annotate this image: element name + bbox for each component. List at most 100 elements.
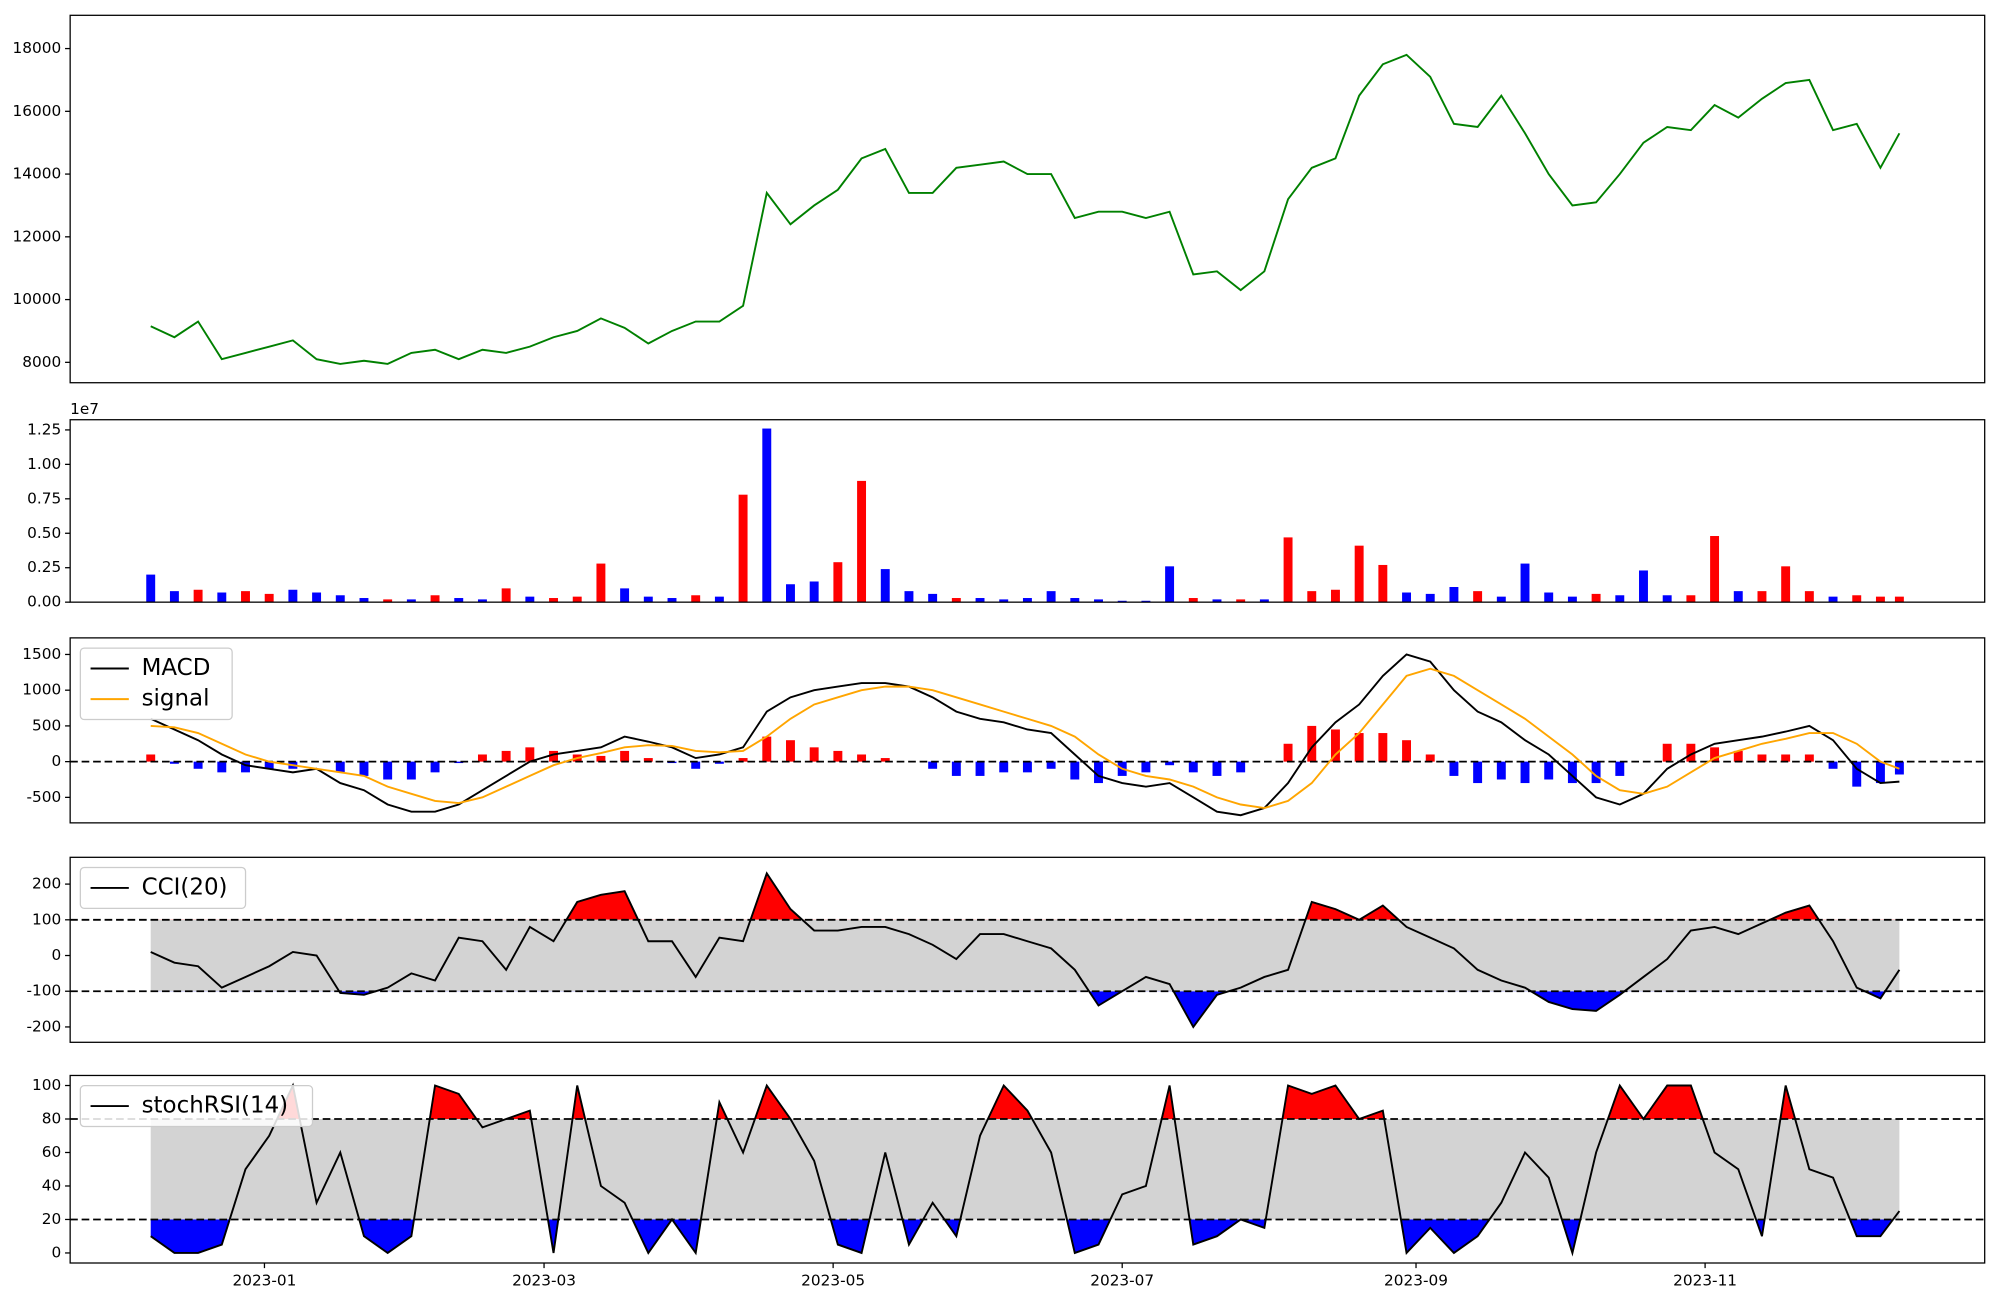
- histogram-bar: [1828, 761, 1838, 769]
- y-tick-label: 1500: [22, 645, 61, 663]
- histogram-bar: [1710, 747, 1720, 762]
- volume-bar: [1307, 591, 1317, 603]
- histogram-bar: [762, 736, 772, 762]
- neutral-band: [150, 919, 1900, 992]
- volume-bar: [1544, 592, 1554, 603]
- volume-bar: [975, 598, 985, 603]
- histogram-bar: [880, 758, 890, 762]
- y-tick-label: 1000: [22, 681, 61, 699]
- volume-bar: [1639, 570, 1648, 603]
- volume-bar: [146, 574, 156, 603]
- histogram-bar: [1354, 733, 1364, 762]
- y-tick-label: 0.25: [27, 558, 61, 576]
- volume-bar: [1402, 592, 1412, 603]
- histogram-bar: [1283, 743, 1293, 762]
- y-tick-label: 12000: [13, 227, 62, 245]
- y-tick-label: 0: [51, 752, 61, 770]
- histogram-bar: [1425, 754, 1435, 762]
- y-tick-label: 1.25: [27, 420, 61, 438]
- histogram-bar: [169, 761, 179, 764]
- volume-bar: [1259, 599, 1269, 603]
- volume-bar: [288, 589, 298, 603]
- offset-label: 1e7: [70, 400, 99, 418]
- series-line: [150, 653, 1900, 817]
- x-tick-label: 2023-07: [1090, 1271, 1154, 1289]
- y-tick-label: 0: [51, 1243, 61, 1261]
- histogram-bar: [1070, 761, 1080, 780]
- volume-bar: [1188, 598, 1198, 603]
- histogram-bar: [1473, 761, 1483, 784]
- histogram-bar: [454, 761, 464, 764]
- histogram-bar: [1236, 761, 1246, 773]
- histogram-bar: [1165, 761, 1175, 766]
- volume-bar: [951, 598, 961, 603]
- volume-bar: [1852, 595, 1862, 603]
- axes-frame: [69, 14, 1986, 384]
- volume-bar: [335, 595, 345, 603]
- histogram-bar: [928, 761, 938, 769]
- volume-bar: [738, 494, 748, 603]
- volume-bar: [1828, 596, 1838, 603]
- y-tick-label: 60: [42, 1143, 61, 1161]
- y-tick-label: 1.00: [27, 455, 61, 473]
- histogram-bar: [1875, 761, 1885, 784]
- volume-bar: [169, 591, 179, 603]
- histogram-bar: [1662, 743, 1672, 762]
- y-tick-label: 8000: [22, 353, 61, 371]
- volume-bar: [857, 480, 867, 603]
- volume-bar: [454, 598, 464, 603]
- histogram-bar: [738, 758, 748, 762]
- histogram-bar: [1022, 761, 1032, 773]
- volume-bar: [217, 592, 227, 603]
- y-tick-label: 200: [32, 875, 61, 893]
- y-tick-label: 0: [51, 946, 61, 964]
- volume-bar: [1567, 596, 1577, 603]
- histogram-bar: [406, 761, 416, 780]
- volume-bar: [1804, 591, 1814, 603]
- histogram-bar: [241, 761, 250, 773]
- histogram-bar: [857, 754, 867, 762]
- volume-bar: [1212, 599, 1222, 603]
- legend-label: CCI(20): [142, 874, 228, 900]
- histogram-bar: [1046, 761, 1056, 769]
- y-tick-label: 0.75: [27, 489, 61, 507]
- histogram-bar: [1307, 725, 1317, 762]
- volume-bar: [667, 598, 677, 603]
- y-tick-label: 16000: [13, 102, 62, 120]
- histogram-bar: [1449, 761, 1459, 776]
- volume-bar: [880, 569, 890, 603]
- x-tick-label: 2023-05: [801, 1271, 865, 1289]
- volume-bar: [1662, 595, 1672, 603]
- histogram-bar: [1852, 761, 1862, 787]
- volume-bar: [1117, 600, 1127, 603]
- histogram-bar: [359, 761, 369, 776]
- histogram-bar: [951, 761, 961, 776]
- legend-box: [79, 1085, 314, 1128]
- volume-bar: [999, 599, 1009, 603]
- volume-bar: [1022, 598, 1032, 603]
- axes-frame: [69, 1074, 1986, 1264]
- histogram-bar: [430, 761, 440, 773]
- histogram-bar: [193, 761, 203, 769]
- volume-bar: [1781, 566, 1791, 603]
- volume-bar: [643, 596, 653, 603]
- histogram-bar: [1757, 754, 1767, 762]
- volume-bar: [1473, 591, 1483, 603]
- volume-bar: [193, 589, 203, 603]
- volume-bar: [359, 598, 369, 603]
- volume-bar: [1236, 599, 1246, 603]
- volume-bar: [1686, 595, 1696, 603]
- volume-bar: [1449, 587, 1459, 603]
- legend-box: [79, 647, 233, 721]
- volume-bar: [1875, 596, 1885, 603]
- volume-bar: [1894, 596, 1904, 603]
- histogram-bar: [1094, 761, 1103, 784]
- volume-bar: [1496, 596, 1506, 603]
- histogram-bar: [833, 750, 843, 762]
- axes-frame: [69, 856, 1986, 1043]
- histogram-bar: [1378, 733, 1388, 762]
- volume-bar: [1354, 545, 1364, 603]
- volume-bar: [477, 599, 487, 603]
- histogram-bar: [264, 761, 274, 769]
- volume-bar: [1070, 598, 1080, 603]
